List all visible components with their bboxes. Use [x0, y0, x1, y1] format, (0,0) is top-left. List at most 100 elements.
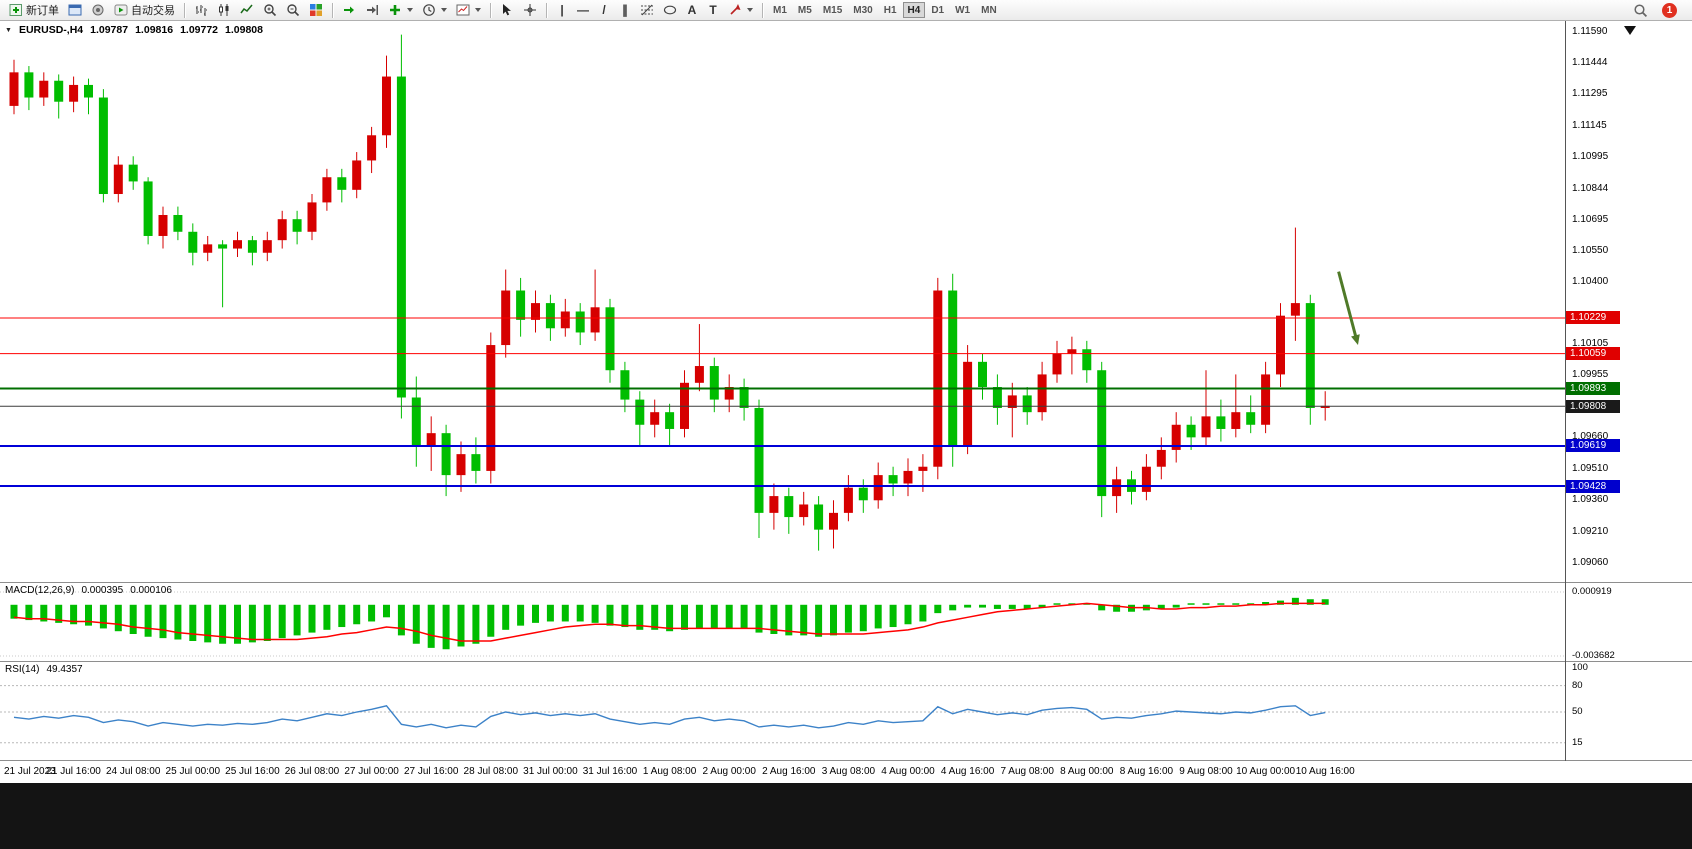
rsi-panel-separator[interactable] [0, 661, 1692, 662]
time-axis-label: 10 Aug 16:00 [1295, 766, 1355, 777]
timeframe-h1-button[interactable]: H1 [879, 2, 902, 18]
tile-windows-icon [310, 4, 322, 16]
shapes-tool-button[interactable] [659, 1, 681, 19]
text-icon: A [687, 3, 697, 17]
zoom-in-icon [264, 4, 277, 17]
bars-chart-button[interactable] [190, 1, 212, 19]
timeframe-mn-button[interactable]: MN [976, 2, 1002, 18]
zoom-out-button[interactable] [282, 1, 304, 19]
time-axis-label: 8 Aug 16:00 [1119, 766, 1174, 777]
crosshair-tool-button[interactable] [519, 1, 541, 19]
text-label-icon: T [709, 3, 717, 17]
ohlc-low: 1.09772 [180, 24, 219, 36]
rsi-label: RSI(14) [5, 664, 40, 675]
timeframe-w1-button[interactable]: W1 [950, 2, 975, 18]
timeframe-d1-button[interactable]: D1 [926, 2, 949, 18]
autotrading-play-icon [114, 4, 128, 16]
search-button[interactable] [1629, 1, 1652, 19]
rsi-header: RSI(14) 49.4357 [5, 664, 83, 675]
toolbar-separator [184, 2, 185, 18]
time-axis-label: 28 Jul 08:00 [463, 766, 519, 777]
candlestick-chart-button[interactable] [213, 1, 235, 19]
timeframe-h4-button[interactable]: H4 [902, 2, 926, 18]
toolbar-separator [332, 2, 333, 18]
timeframe-m15-button[interactable]: M15 [818, 2, 847, 18]
toolbar-separator [762, 2, 763, 18]
fibonacci-icon [641, 4, 653, 16]
time-axis-label: 8 Aug 00:00 [1060, 766, 1114, 777]
time-axis-label: 9 Aug 08:00 [1179, 766, 1233, 777]
main-toolbar: 新订单 自动交易 [0, 0, 1692, 21]
metaeditor-button[interactable] [87, 1, 109, 19]
arrow-object-icon [730, 4, 741, 15]
notification-badge[interactable]: 1 [1662, 2, 1677, 18]
ohlc-high: 1.09816 [135, 24, 174, 36]
vertical-line-tool-button[interactable]: | [552, 1, 572, 19]
trendline-tool-button[interactable]: / [594, 1, 614, 19]
time-axis-label: 2 Aug 00:00 [702, 766, 756, 777]
time-axis-label: 4 Aug 16:00 [940, 766, 995, 777]
clock-icon [423, 4, 435, 16]
symbol-period-label: EURUSD-,H4 [18, 24, 84, 36]
tile-windows-button[interactable] [305, 1, 327, 19]
time-axis-label: 31 Jul 16:00 [582, 766, 638, 777]
text-tool-button[interactable]: A [682, 1, 702, 19]
cursor-icon [503, 4, 511, 16]
chart-canvas[interactable] [0, 21, 1692, 783]
time-axis-label: 4 Aug 00:00 [881, 766, 935, 777]
chart-window-button[interactable] [64, 1, 86, 19]
timeframe-m5-button[interactable]: M5 [793, 2, 817, 18]
timeframe-m1-button[interactable]: M1 [768, 2, 792, 18]
time-axis-label: 31 Jul 00:00 [523, 766, 578, 777]
trendline-icon: / [602, 3, 606, 17]
cursor-tool-button[interactable] [496, 1, 518, 19]
indicators-plus-icon [390, 5, 400, 15]
macd-label: MACD(12,26,9) [5, 585, 75, 596]
time-axis-label: 10 Aug 00:00 [1236, 766, 1296, 777]
time-axis-separator [0, 760, 1692, 761]
fibonacci-tool-button[interactable] [636, 1, 658, 19]
autotrading-button[interactable]: 自动交易 [110, 1, 179, 19]
channel-tool-button[interactable]: ∥ [615, 1, 635, 19]
ohlc-close: 1.09808 [225, 24, 263, 36]
macd-panel-separator[interactable] [0, 582, 1692, 583]
time-axis-label: 27 Jul 16:00 [403, 766, 459, 777]
macd-main-value: 0.000395 [81, 585, 124, 596]
vline-icon: | [560, 3, 564, 17]
time-axis-label: 7 Aug 08:00 [1000, 766, 1054, 777]
periods-dropdown-caret [441, 8, 447, 12]
crosshair-icon [524, 4, 536, 16]
toolbar-right-group: 1 [1629, 1, 1687, 19]
toolbar-separator [546, 2, 547, 18]
auto-scroll-button[interactable] [338, 1, 360, 19]
line-chart-button[interactable] [236, 1, 258, 19]
chart-shift-button[interactable] [361, 1, 383, 19]
terminal-bottom-area [0, 783, 1692, 849]
one-click-trading-arrow-icon[interactable]: ▼ [5, 26, 12, 34]
zoom-in-button[interactable] [259, 1, 281, 19]
candlestick-chart-icon [219, 4, 229, 16]
templates-button[interactable] [452, 1, 485, 19]
new-order-button[interactable]: 新订单 [5, 1, 63, 19]
arrows-tool-button[interactable] [724, 1, 757, 19]
axis-scroll-marker-icon[interactable] [1624, 26, 1636, 35]
rsi-value: 49.4357 [46, 664, 83, 675]
metaeditor-icon [92, 4, 104, 16]
price-axis-separator [1565, 21, 1566, 761]
bars-chart-icon [196, 5, 207, 16]
time-axis-label: 2 Aug 16:00 [762, 766, 816, 777]
auto-scroll-icon [344, 6, 354, 14]
time-axis-label: 3 Aug 08:00 [821, 766, 876, 777]
zoom-out-icon [287, 4, 300, 17]
timeframe-m30-button[interactable]: M30 [848, 2, 877, 18]
text-label-tool-button[interactable]: T [703, 1, 723, 19]
indicators-button[interactable] [384, 1, 417, 19]
periods-button[interactable] [418, 1, 451, 19]
search-icon [1634, 3, 1648, 17]
ohlc-open: 1.09787 [90, 24, 129, 36]
templates-dropdown-caret [475, 8, 481, 12]
chart-shift-icon [367, 5, 378, 15]
time-axis-label: 21 Jul 2023 [4, 766, 56, 777]
horizontal-line-tool-button[interactable]: — [573, 1, 593, 19]
macd-signal-value: 0.000106 [130, 585, 172, 596]
